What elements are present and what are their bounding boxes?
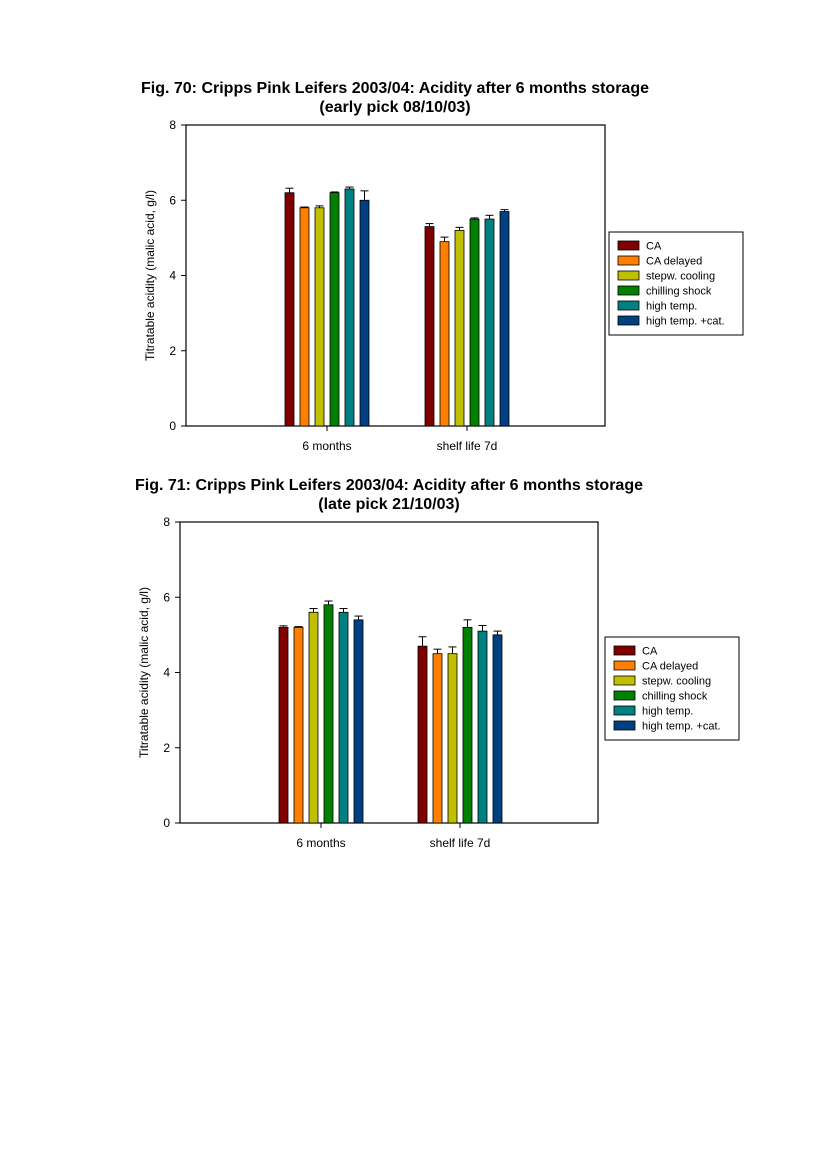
legend-label: CA bbox=[642, 646, 658, 658]
y-tick-label: 4 bbox=[163, 666, 170, 680]
bar-high-temp-cat bbox=[492, 634, 503, 824]
chart-title: Fig. 71: Cripps Pink Leifers 2003/04: Ac… bbox=[0, 476, 784, 514]
legend-label: chilling shock bbox=[646, 286, 712, 298]
y-axis-label: Titratable acidity (malic acid, g/l) bbox=[143, 190, 157, 361]
legend-swatch bbox=[617, 315, 640, 326]
plot-frame bbox=[179, 521, 599, 824]
legend-swatch bbox=[617, 300, 640, 311]
bar-chilling-shock bbox=[469, 218, 480, 427]
legend-label: high temp. bbox=[646, 301, 697, 313]
legend-swatch bbox=[613, 660, 636, 671]
x-tick-label: 6 months bbox=[302, 439, 351, 453]
legend-label: CA bbox=[646, 241, 662, 253]
chart-title-line: Fig. 70: Cripps Pink Leifers 2003/04: Ac… bbox=[140, 80, 649, 97]
chart-71: 0 2 4 6 8 Titratable acidity (malic acid, g/l… bbox=[137, 515, 740, 850]
y-tick-label: 6 bbox=[163, 590, 170, 604]
legend-label: high temp. +cat. bbox=[642, 721, 721, 733]
y-tick-label: 4 bbox=[169, 269, 176, 283]
legend-label: high temp. bbox=[642, 706, 693, 718]
bar-ca bbox=[278, 626, 289, 824]
bar-ca bbox=[284, 192, 295, 427]
bar-high-temp bbox=[338, 611, 349, 824]
bar-stepw-cooling bbox=[308, 611, 319, 824]
y-tick-label: 0 bbox=[163, 816, 170, 830]
bar-ca-delayed bbox=[432, 653, 443, 824]
bar-ca-delayed bbox=[293, 626, 304, 824]
chart-subtitle: (early pick 08/10/03) bbox=[319, 99, 471, 116]
y-axis-label: Titratable acidity (malic acid, g/l) bbox=[137, 587, 151, 758]
chart-70: 0 2 4 6 8 Titratable acidity (malic acid, g/l… bbox=[143, 118, 744, 453]
legend-swatch bbox=[613, 690, 636, 701]
bar-chilling-shock bbox=[329, 192, 340, 427]
legend-swatch bbox=[617, 255, 640, 266]
legend-label: high temp. +cat. bbox=[646, 316, 725, 328]
bar-chilling-shock bbox=[462, 626, 473, 824]
legend-label: stepw. cooling bbox=[646, 271, 715, 283]
bar-high-temp-cat bbox=[499, 211, 510, 427]
x-tick-label: 6 months bbox=[296, 836, 345, 850]
legend-label: stepw. cooling bbox=[642, 676, 711, 688]
bar-stepw-cooling bbox=[454, 229, 465, 427]
legend-swatch bbox=[613, 720, 636, 731]
legend: CA CA delayed stepw. cooling chilling shock… bbox=[608, 231, 744, 336]
legend-label: chilling shock bbox=[642, 691, 708, 703]
bar-stepw-cooling bbox=[447, 653, 458, 824]
x-tick-label: shelf life 7d bbox=[437, 439, 498, 453]
bar-ca-delayed bbox=[299, 207, 310, 427]
bar-ca bbox=[417, 645, 428, 824]
bar-high-temp-cat bbox=[359, 199, 370, 427]
plot-frame bbox=[185, 124, 606, 427]
legend-label: CA delayed bbox=[642, 661, 698, 673]
chart-subtitle: (late pick 21/10/03) bbox=[318, 496, 460, 513]
bar-ca-delayed bbox=[439, 241, 450, 427]
bar-high-temp bbox=[344, 188, 355, 427]
legend-swatch bbox=[617, 285, 640, 296]
bar-ca bbox=[424, 226, 435, 427]
chart-title-line: Fig. 71: Cripps Pink Leifers 2003/04: Ac… bbox=[134, 477, 643, 494]
y-tick-label: 2 bbox=[163, 741, 170, 755]
bar-high-temp bbox=[477, 630, 488, 824]
legend-label: CA delayed bbox=[646, 256, 702, 268]
y-tick-label: 6 bbox=[169, 193, 176, 207]
y-tick-label: 2 bbox=[169, 344, 176, 358]
bar-stepw-cooling bbox=[314, 207, 325, 427]
x-tick-label: shelf life 7d bbox=[430, 836, 491, 850]
y-tick-label: 8 bbox=[169, 118, 176, 132]
legend-swatch bbox=[613, 645, 636, 656]
legend-swatch bbox=[613, 705, 636, 716]
legend-swatch bbox=[613, 675, 636, 686]
bar-high-temp-cat bbox=[353, 619, 364, 824]
bar-high-temp bbox=[484, 218, 495, 427]
legend: CA CA delayed stepw. cooling chilling shock… bbox=[604, 636, 740, 741]
chart-title: Fig. 70: Cripps Pink Leifers 2003/04: Ac… bbox=[0, 79, 790, 117]
y-tick-label: 0 bbox=[169, 419, 176, 433]
legend-swatch bbox=[617, 240, 640, 251]
bar-chilling-shock bbox=[323, 604, 334, 824]
y-tick-label: 8 bbox=[163, 515, 170, 529]
legend-swatch bbox=[617, 270, 640, 281]
